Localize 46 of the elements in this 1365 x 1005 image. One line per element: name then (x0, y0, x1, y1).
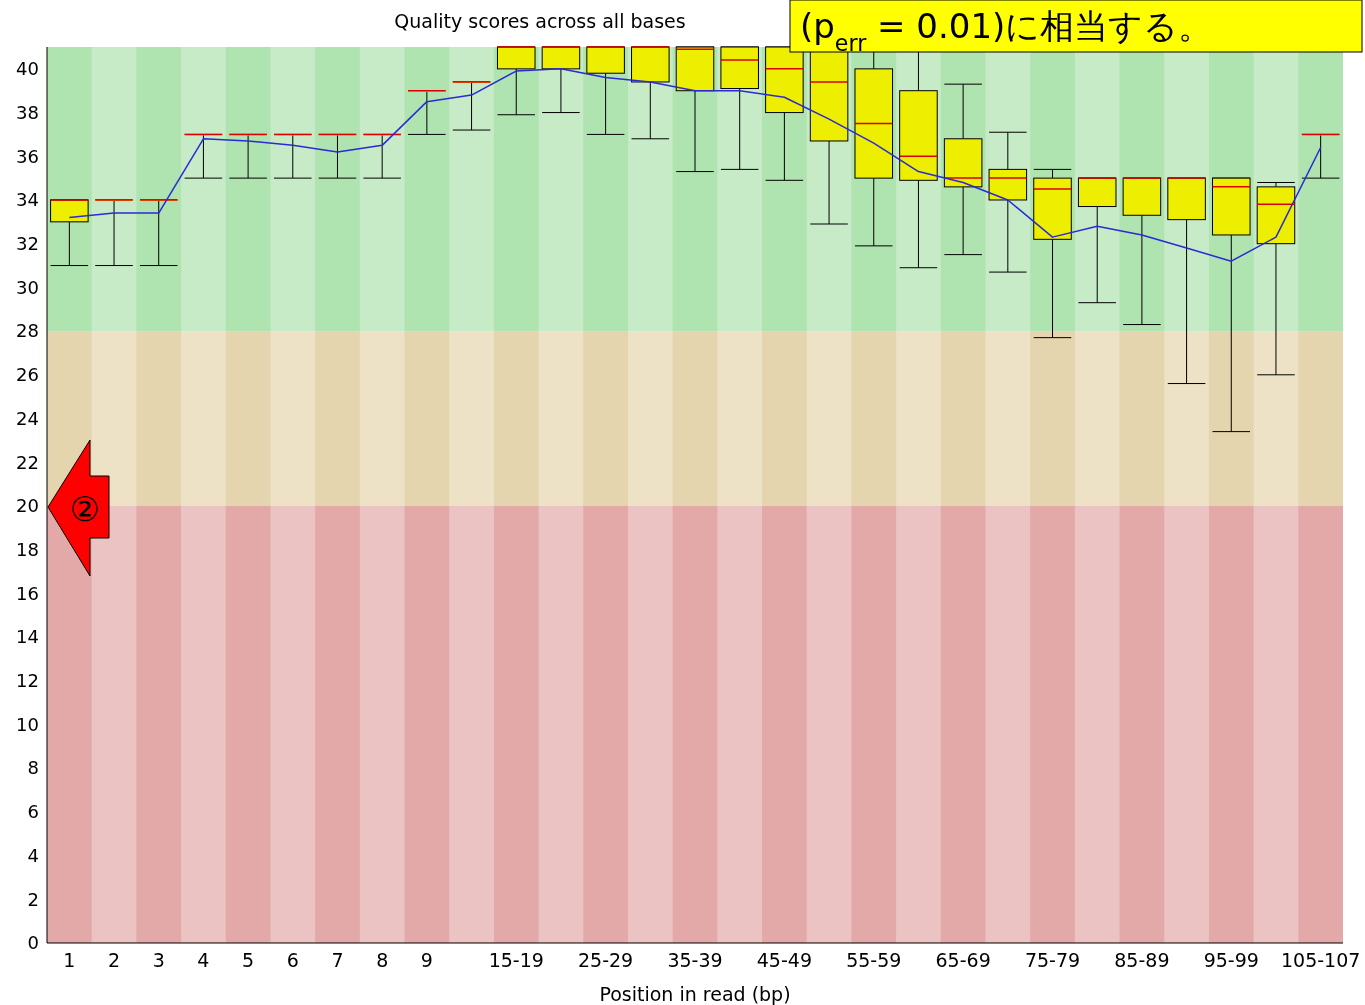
y-tick-label: 32 (16, 232, 39, 254)
x-tick-label: 15-19 (488, 949, 544, 971)
y-tick-label: 34 (16, 189, 39, 211)
x-tick-label: 2 (107, 949, 121, 971)
x-tick-label: 55-59 (846, 949, 902, 971)
x-tick-label: 6 (286, 949, 299, 971)
x-tick-label: 3 (152, 949, 165, 971)
annotation: ② (69, 488, 101, 529)
y-tick-label: 0 (27, 932, 39, 954)
callout-box: (p$_{err}$ = 0.01)に相当する。 (789, 0, 1363, 56)
y-tick-label: 16 (16, 582, 39, 604)
x-tick-label: 4 (197, 949, 210, 971)
y-tick-label: 26 (16, 364, 39, 386)
x-tick-label: 65-69 (935, 949, 991, 971)
x-tick-label: 35-39 (667, 949, 723, 971)
y-tick-label: 22 (16, 451, 39, 473)
y-tick-label: 40 (16, 58, 39, 80)
y-tick-label: 28 (16, 320, 39, 342)
y-tick-label: 6 (27, 801, 39, 823)
x-tick-label: 75-79 (1024, 949, 1081, 971)
y-tick-label: 12 (16, 670, 39, 692)
y-tick-label: 18 (16, 538, 39, 560)
y-tick-label: 24 (16, 407, 39, 429)
y-tick-label: 36 (16, 145, 39, 167)
x-tick-label: 7 (331, 949, 344, 971)
y-tick-label: 2 (27, 888, 39, 910)
annotation: (p$_{err}$ = 0.01)に相当する。 (800, 6, 1213, 56)
chart-title: Quality scores across all bases (394, 10, 686, 32)
x-tick-label: 5 (242, 949, 255, 971)
x-tick-label: 8 (376, 949, 389, 971)
y-tick-label: 38 (16, 101, 39, 123)
y-tick-label: 8 (27, 757, 39, 779)
y-tick-label: 4 (27, 844, 39, 866)
x-axis-title: Position in read (bp) (599, 983, 791, 1005)
x-tick-label: 25-29 (578, 949, 634, 971)
arrow-icon: ② (47, 439, 110, 577)
x-tick-label: 9 (420, 949, 433, 971)
x-tick-label: 95-99 (1203, 949, 1259, 971)
y-tick-label: 10 (16, 713, 39, 735)
y-tick-label: 30 (16, 276, 39, 298)
x-tick-label: 1 (63, 949, 76, 971)
y-tick-label: 20 (16, 495, 39, 517)
x-tick-label: 105-107 (1280, 949, 1361, 971)
x-tick-label: 85-89 (1114, 949, 1170, 971)
x-tick-label: 45-49 (756, 949, 812, 971)
y-tick-label: 14 (16, 626, 39, 648)
